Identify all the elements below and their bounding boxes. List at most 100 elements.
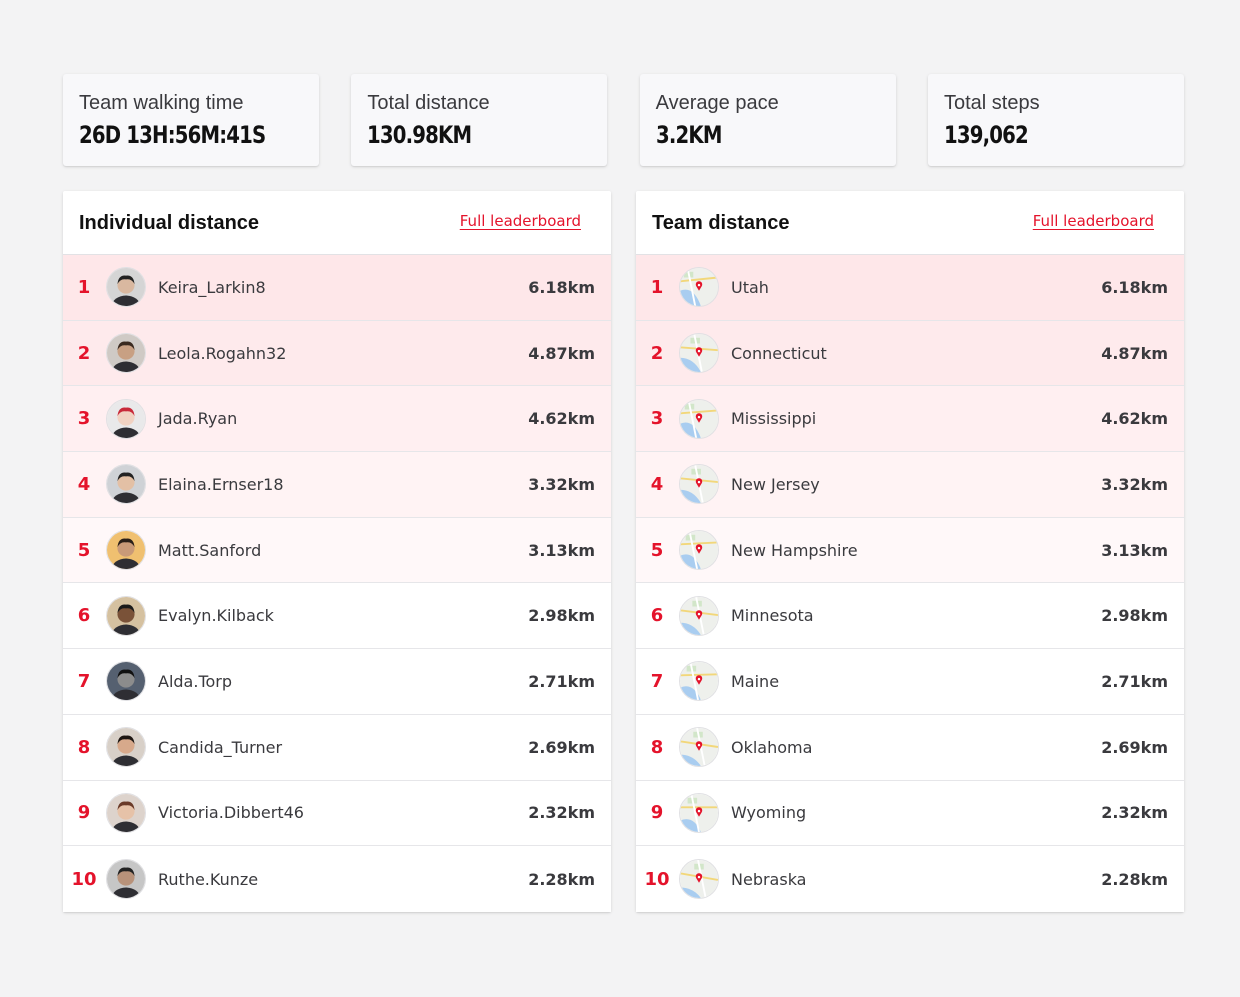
leaderboard-row[interactable]: 6 Minnesota 2.98km	[636, 583, 1184, 650]
leaderboard-row[interactable]: 8 Candida_Turner 2.69km	[63, 714, 611, 781]
distance-value: 3.13km	[528, 540, 595, 560]
panel-header: Individual distance Full leaderboard	[63, 191, 611, 255]
team-name: Connecticut	[731, 343, 827, 363]
leaderboard-row[interactable]: 2 Connecticut 4.87km	[636, 320, 1184, 387]
map-thumbnail-icon	[679, 398, 719, 439]
distance-value: 2.71km	[1101, 671, 1168, 691]
rank-number: 9	[77, 802, 91, 824]
full-leaderboard-link[interactable]: Full leaderboard	[459, 212, 581, 230]
leaderboard-row[interactable]: 4 New Jersey 3.32km	[636, 452, 1184, 518]
leaderboard-row[interactable]: 6 Evalyn.Kilback 2.98km	[63, 583, 611, 650]
distance-value: 4.87km	[1101, 343, 1168, 363]
distance-value: 2.28km	[1101, 869, 1168, 889]
map-thumbnail-icon	[679, 464, 719, 505]
user-name: Alda.Torp	[158, 671, 233, 691]
leaderboard-row[interactable]: 3 Mississippi 4.62km	[636, 386, 1184, 453]
distance-value: 2.69km	[528, 737, 595, 757]
distance-value: 4.87km	[528, 343, 595, 363]
leaderboard-row[interactable]: 8 Oklahoma 2.69km	[636, 714, 1184, 781]
distance-value: 2.98km	[1101, 606, 1168, 626]
leaderboard-row[interactable]: 2 Leola.Rogahn32 4.87km	[63, 320, 611, 387]
leaderboard-list: 1 Keira_Larkin8 6.18km 2 Leola.Rogahn32 4.87k…	[63, 255, 611, 912]
stat-label: Total steps	[943, 92, 1040, 114]
rank-number: 8	[650, 736, 664, 758]
rank-number: 3	[650, 408, 664, 430]
user-name: Evalyn.Kilback	[158, 606, 274, 626]
rank-number: 2	[77, 342, 91, 364]
team-name: New Hampshire	[731, 540, 858, 560]
rank-number: 7	[650, 670, 664, 692]
distance-value: 3.32km	[528, 474, 595, 494]
rank-number: 3	[77, 408, 91, 430]
stat-value: 130.98KM	[367, 121, 472, 149]
stat-label: Team walking time	[79, 92, 244, 114]
distance-value: 3.32km	[1101, 474, 1168, 494]
user-name: Keira_Larkin8	[158, 277, 266, 297]
distance-value: 2.71km	[528, 671, 595, 691]
stat-value: 26D 13H:56M:41S	[79, 121, 266, 149]
team-name: Nebraska	[731, 869, 807, 889]
leaderboard-row[interactable]: 7 Alda.Torp 2.71km	[63, 649, 611, 715]
stat-card-total-steps: Total steps 139,062	[927, 74, 1184, 166]
user-name: Victoria.Dibbert46	[158, 803, 304, 823]
rank-number: 6	[650, 605, 664, 627]
distance-value: 4.62km	[528, 409, 595, 429]
map-thumbnail-icon	[679, 661, 719, 702]
full-leaderboard-link[interactable]: Full leaderboard	[1032, 212, 1154, 230]
rank-number: 1	[650, 276, 664, 298]
user-name: Elaina.Ernser18	[158, 474, 284, 494]
stat-label: Total distance	[367, 92, 490, 114]
leaderboard-row[interactable]: 9 Victoria.Dibbert46 2.32km	[63, 780, 611, 847]
rank-number: 6	[77, 605, 91, 627]
leaderboard-row[interactable]: 4 Elaina.Ernser18 3.32km	[63, 452, 611, 518]
rank-number: 2	[650, 342, 664, 364]
leaderboard-list: 1 Utah 6.18km 2 Connecticut 4.87km 3 Mississipp…	[636, 255, 1184, 912]
distance-value: 2.69km	[1101, 737, 1168, 757]
avatar	[106, 333, 146, 374]
avatar	[106, 398, 146, 439]
distance-value: 2.32km	[528, 803, 595, 823]
map-thumbnail-icon	[679, 333, 719, 374]
team-name: Minnesota	[731, 606, 814, 626]
avatar	[106, 661, 146, 702]
team-distance-panel: Team distance Full leaderboard 1 Utah 6.18…	[636, 191, 1184, 912]
stats-bar: Team walking time 26D 13H:56M:41S Total …	[63, 74, 1184, 166]
team-name: Utah	[731, 277, 769, 297]
avatar	[106, 859, 146, 900]
avatar	[106, 530, 146, 571]
distance-value: 3.13km	[1101, 540, 1168, 560]
panel-title: Individual distance	[79, 212, 260, 234]
distance-value: 2.28km	[528, 869, 595, 889]
user-name: Jada.Ryan	[158, 409, 238, 429]
team-name: Oklahoma	[731, 737, 813, 757]
rank-number: 4	[650, 473, 664, 495]
avatar	[106, 595, 146, 636]
leaderboard-row[interactable]: 5 Matt.Sanford 3.13km	[63, 517, 611, 584]
rank-number: 8	[77, 736, 91, 758]
avatar	[106, 267, 146, 308]
leaderboard-row[interactable]: 1 Keira_Larkin8 6.18km	[63, 255, 611, 321]
distance-value: 6.18km	[1101, 277, 1168, 297]
distance-value: 4.62km	[1101, 409, 1168, 429]
leaderboard-row[interactable]: 10 Nebraska 2.28km	[636, 846, 1184, 912]
rank-number: 10	[644, 868, 670, 890]
rank-number: 4	[77, 473, 91, 495]
team-name: New Jersey	[731, 474, 820, 494]
stat-value: 139,062	[943, 121, 1029, 149]
avatar	[106, 464, 146, 505]
map-thumbnail-icon	[679, 727, 719, 768]
leaderboard-row[interactable]: 5 New Hampshire 3.13km	[636, 517, 1184, 584]
distance-value: 6.18km	[528, 277, 595, 297]
rank-number: 10	[71, 868, 97, 890]
team-name: Mississippi	[731, 409, 817, 429]
individual-distance-panel: Individual distance Full leaderboard 1 Ke…	[63, 191, 611, 912]
map-thumbnail-icon	[679, 792, 719, 833]
panel-title: Team distance	[652, 212, 790, 234]
avatar	[106, 727, 146, 768]
stat-card-total-distance: Total distance 130.98KM	[351, 74, 608, 166]
leaderboard-row[interactable]: 9 Wyoming 2.32km	[636, 780, 1184, 847]
leaderboard-row[interactable]: 1 Utah 6.18km	[636, 255, 1184, 321]
leaderboard-row[interactable]: 3 Jada.Ryan 4.62km	[63, 386, 611, 453]
leaderboard-row[interactable]: 7 Maine 2.71km	[636, 649, 1184, 715]
leaderboard-row[interactable]: 10 Ruthe.Kunze 2.28km	[63, 846, 611, 912]
